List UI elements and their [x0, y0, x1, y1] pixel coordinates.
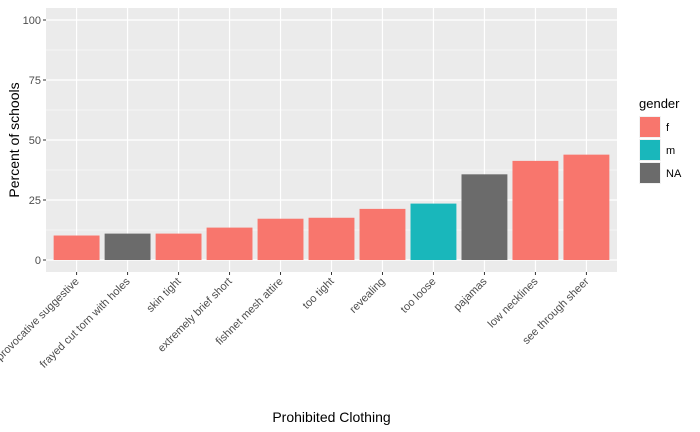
- x-tick-label: too tight: [300, 276, 336, 312]
- bar: [461, 174, 508, 260]
- legend-label-NA: NA: [666, 168, 682, 180]
- x-axis-title: Prohibited Clothing: [272, 409, 390, 425]
- bar: [512, 160, 559, 260]
- bar: [53, 235, 100, 260]
- x-tick-label: too loose: [399, 276, 439, 316]
- legend-label-m: m: [666, 145, 675, 157]
- bar: [308, 217, 355, 260]
- bar: [410, 203, 457, 260]
- bar: [257, 218, 304, 260]
- x-tick-label: low necklines: [486, 275, 541, 330]
- legend-label-f: f: [666, 122, 670, 134]
- y-tick-label: 75: [29, 75, 41, 87]
- x-tick-label: pajamas: [452, 275, 490, 313]
- legend-title: gender: [639, 96, 680, 111]
- bar: [206, 227, 253, 260]
- bars: [53, 154, 610, 260]
- bar: [359, 208, 406, 260]
- bar: [563, 154, 610, 260]
- legend: fm NA: [639, 116, 682, 184]
- x-tick-label: skin tight: [144, 276, 183, 315]
- x-tick-label: provocative suggestive: [0, 276, 82, 364]
- y-tick-label: 25: [29, 195, 41, 207]
- legend-swatch-NA: [640, 163, 660, 183]
- y-tick-label: 100: [23, 15, 41, 27]
- y-axis: 0 25 50 75 100: [23, 15, 46, 267]
- y-tick-label: 50: [29, 135, 41, 147]
- bar: [155, 233, 202, 260]
- legend-swatch-m: [640, 140, 660, 160]
- x-tick-label: frayed cut torn with holes: [38, 275, 133, 370]
- x-tick-label: revealing: [348, 276, 388, 316]
- bar: [104, 233, 151, 260]
- y-axis-title: Percent of schools: [6, 82, 22, 197]
- legend-swatch-f: [640, 117, 660, 137]
- y-tick-label: 0: [35, 255, 41, 267]
